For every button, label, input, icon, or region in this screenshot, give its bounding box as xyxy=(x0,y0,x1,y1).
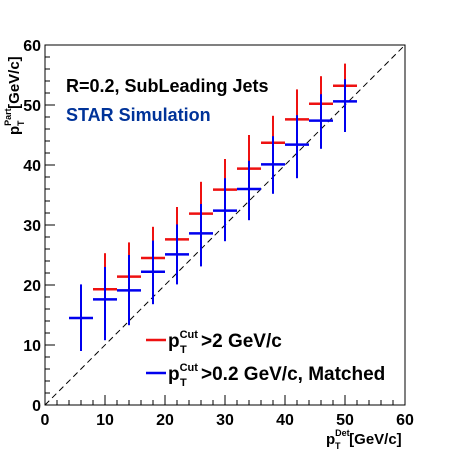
data-point xyxy=(93,267,117,341)
x-tick-label: 30 xyxy=(216,412,234,429)
legend-blue-main: p xyxy=(168,364,180,385)
data-series xyxy=(69,63,357,351)
x-tick-label: 0 xyxy=(41,412,50,429)
data-point xyxy=(213,178,237,242)
legend-red-sup: Cut xyxy=(180,329,199,341)
x-title-main: p xyxy=(326,431,335,448)
data-point xyxy=(333,79,357,132)
x-tick-label: 20 xyxy=(156,412,174,429)
legend-red-main: p xyxy=(168,331,180,352)
x-axis-title: pDet T [GeV/c] xyxy=(326,428,402,450)
y-tick-label: 0 xyxy=(32,398,41,415)
x-title-rest: [GeV/c] xyxy=(345,431,402,448)
y-title-sup: Part xyxy=(3,108,13,126)
y-title-main: p xyxy=(6,126,23,135)
y-tick-labels: 0 10 20 30 40 50 60 xyxy=(23,38,41,415)
data-point xyxy=(261,136,285,194)
data-point xyxy=(285,115,309,179)
data-point xyxy=(165,224,189,285)
legend-label-red: pCut T >2 GeV/c xyxy=(168,329,282,356)
y-title-rest: [GeV/c] xyxy=(6,56,23,113)
series-1 xyxy=(69,79,357,351)
y-tick-label: 50 xyxy=(23,98,41,115)
y-tick-label: 30 xyxy=(23,218,41,235)
y-tick-label: 60 xyxy=(23,38,41,55)
y-tick-label: 10 xyxy=(23,338,41,355)
x-tick-label: 10 xyxy=(96,412,114,429)
x-tick-label: 40 xyxy=(276,412,294,429)
data-point xyxy=(141,240,165,305)
legend-label-blue: pCut T >0.2 GeV/c, Matched xyxy=(168,362,385,389)
legend: pCut T >2 GeV/c pCut T >0.2 GeV/c, Matched xyxy=(146,329,385,389)
x-tick-label: 50 xyxy=(336,412,354,429)
data-point xyxy=(189,204,213,267)
legend-blue-rest: >0.2 GeV/c, Matched xyxy=(201,364,385,385)
y-tick-label: 20 xyxy=(23,278,41,295)
x-tick-labels: 0 10 20 30 40 50 60 xyxy=(41,412,414,429)
legend-blue-sub: T xyxy=(180,377,187,389)
data-point xyxy=(69,284,93,351)
data-point xyxy=(117,255,141,326)
annotation-star-simulation: STAR Simulation xyxy=(66,105,211,125)
annotation-jet-selection: R=0.2, SubLeading Jets xyxy=(66,76,269,96)
data-point xyxy=(237,160,261,221)
y-tick-label: 40 xyxy=(23,158,41,175)
x-title-sub: T xyxy=(335,441,341,450)
x-title-sup: Det xyxy=(335,428,350,438)
legend-red-rest: >2 GeV/c xyxy=(201,331,282,352)
axis-ticks xyxy=(44,44,406,406)
y-title-sub: T xyxy=(16,120,26,126)
legend-red-sub: T xyxy=(180,344,187,356)
x-tick-label: 60 xyxy=(396,412,414,429)
data-point xyxy=(309,94,333,149)
legend-blue-sup: Cut xyxy=(180,362,199,374)
y-axis-title: pPart T [GeV/c] xyxy=(3,56,26,135)
